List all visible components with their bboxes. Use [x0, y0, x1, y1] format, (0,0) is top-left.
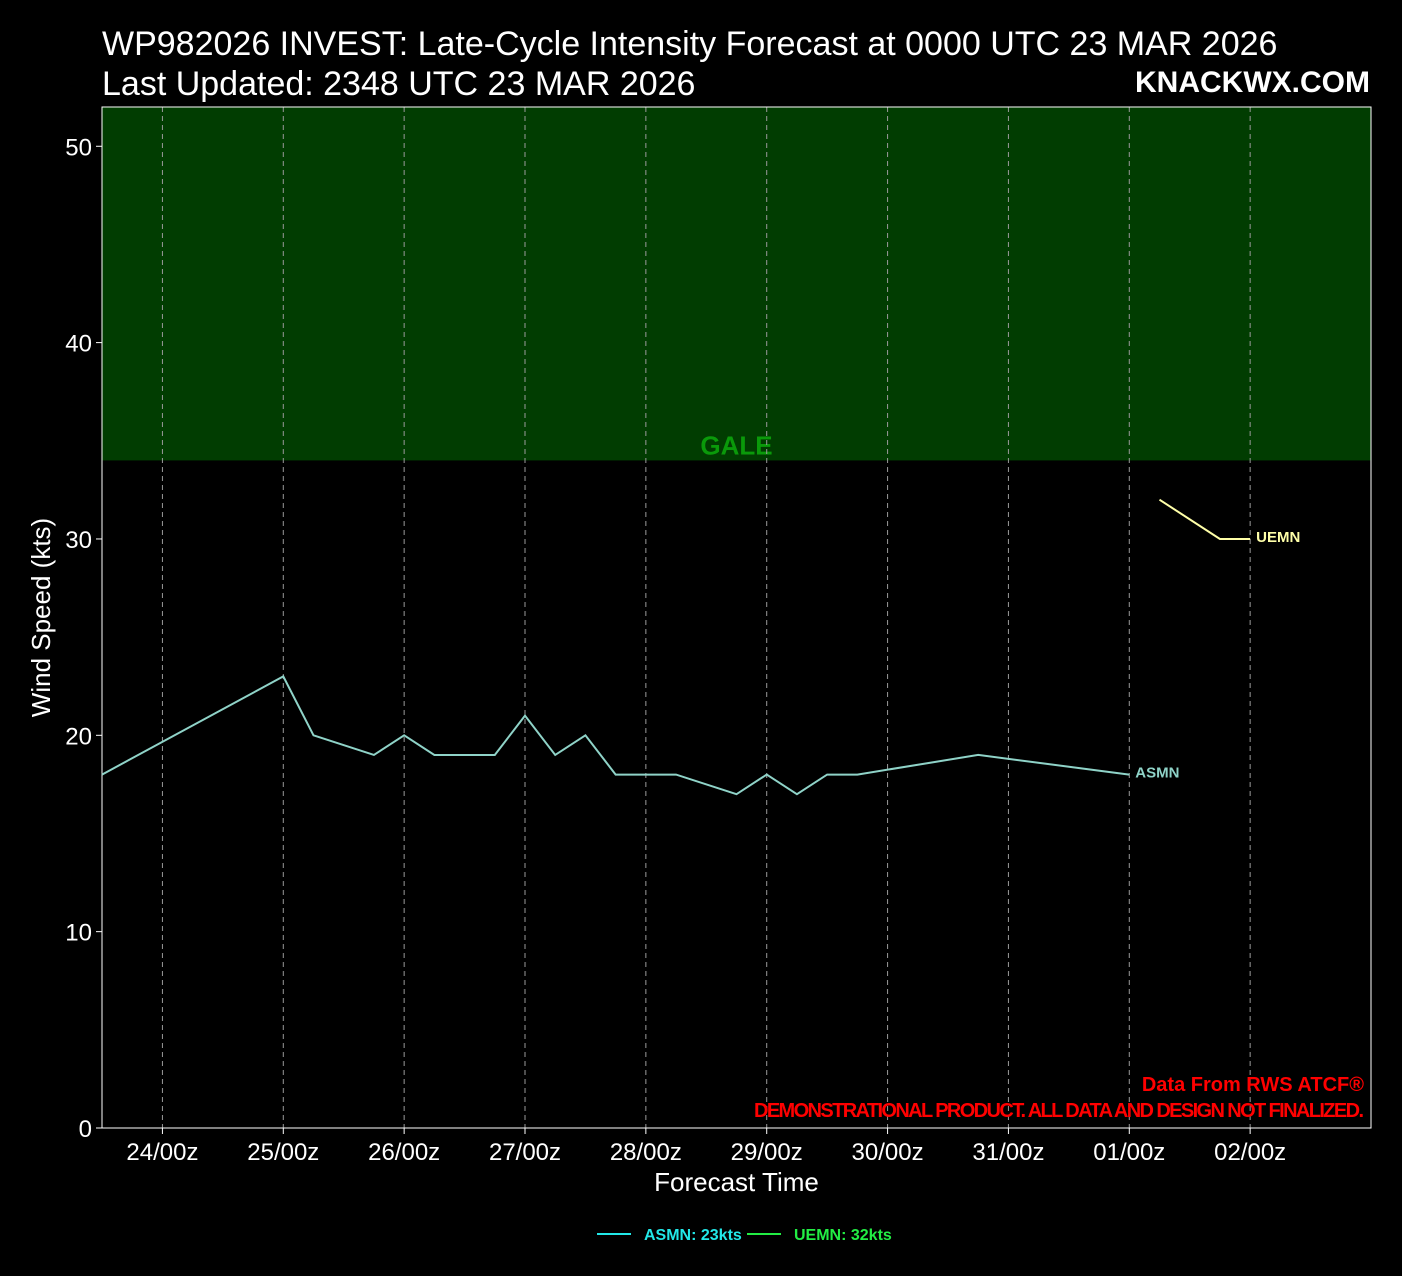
data-source-note: Data From RWS ATCF® — [1142, 1074, 1364, 1096]
series-end-label-uemn: UEMN — [1256, 529, 1300, 546]
band-gale — [102, 107, 1371, 461]
y-tick-label: 40 — [65, 331, 92, 358]
title-line-1: WP982026 INVEST: Late-Cycle Intensity Fo… — [102, 25, 1278, 63]
y-tick-label: 30 — [65, 527, 92, 554]
x-tick-label: 28/00z — [610, 1139, 682, 1166]
series-end-label-asmn: ASMN — [1135, 765, 1179, 782]
x-tick-label: 29/00z — [731, 1139, 803, 1166]
band-label-gale: GALE — [700, 430, 772, 460]
x-tick-label: 02/00z — [1214, 1139, 1286, 1166]
title-line-2: Last Updated: 2348 UTC 23 MAR 2026 — [102, 65, 696, 103]
x-tick-label: 30/00z — [852, 1139, 924, 1166]
chart-title: WP982026 INVEST: Late-Cycle Intensity Fo… — [102, 24, 1277, 104]
legend-label: ASMN: 23kts — [644, 1227, 742, 1244]
legend-label: UEMN: 32kts — [794, 1227, 892, 1244]
y-tick-label: 20 — [65, 723, 92, 750]
x-tick-label: 25/00z — [247, 1139, 319, 1166]
y-tick-label: 10 — [65, 920, 92, 947]
x-tick-label: 27/00z — [489, 1139, 561, 1166]
y-tick-label: 50 — [65, 134, 92, 161]
x-tick-label: 01/00z — [1093, 1139, 1165, 1166]
disclaimer-note: DEMONSTRATIONAL PRODUCT. ALL DATA AND DE… — [754, 1100, 1364, 1122]
x-tick-label: 26/00z — [368, 1139, 440, 1166]
brand-logo-text: KNACKWX.COM — [1135, 66, 1370, 99]
x-axis-label: Forecast Time — [654, 1167, 819, 1197]
y-tick-label: 0 — [79, 1116, 92, 1143]
plot-frame — [101, 106, 1372, 1129]
y-axis-label: Wind Speed (kts) — [26, 518, 56, 717]
x-tick-label: 31/00z — [972, 1139, 1044, 1166]
x-tick-label: 24/00z — [126, 1139, 198, 1166]
